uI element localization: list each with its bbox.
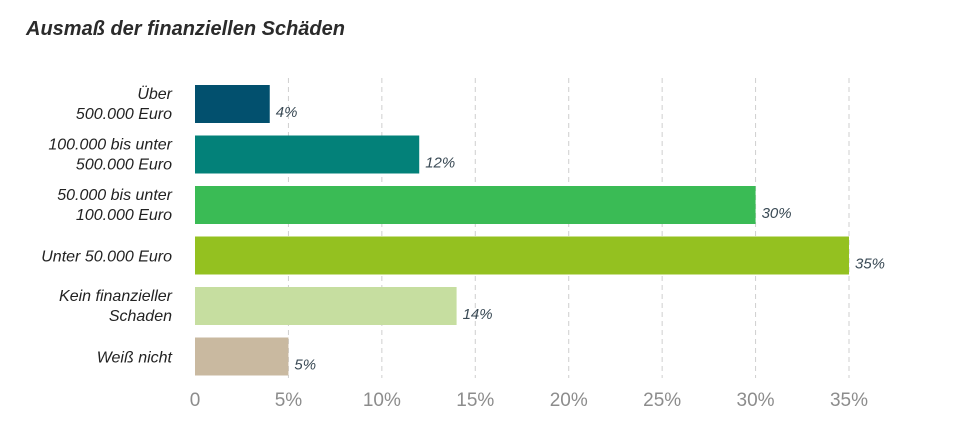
bar xyxy=(195,337,289,376)
bar xyxy=(195,287,457,325)
chart-title: Ausmaß der finanziellen Schäden xyxy=(26,18,345,40)
category-labels: Über 500.000 Euro 100.000 bis unter 500.000… xyxy=(41,85,172,367)
x-tick-label: 20% xyxy=(550,390,588,411)
x-tick-label: 25% xyxy=(643,390,681,411)
bar xyxy=(195,135,420,174)
x-tick-label: 5% xyxy=(275,390,303,411)
bar-value-label: 4% xyxy=(276,104,298,121)
category-label: Weiß nicht xyxy=(97,350,173,367)
bar xyxy=(195,236,849,275)
category-label: 50.000 bis unter 100.000 Euro xyxy=(57,187,172,224)
x-tick-label: 35% xyxy=(830,390,868,411)
x-axis-ticks: 0 5% 10% 15% 20% 25% 30% 35% xyxy=(190,390,868,411)
bar-value-label: 35% xyxy=(855,256,885,273)
category-label: Über 500.000 Euro xyxy=(76,85,173,123)
value-labels: 4% 12% 30% 35% 14% 5% xyxy=(276,104,885,374)
x-tick-label: 10% xyxy=(363,390,401,411)
x-tick-label: 0 xyxy=(190,390,201,411)
bar-value-label: 30% xyxy=(762,205,792,222)
bar xyxy=(195,85,270,123)
bar-value-label: 14% xyxy=(463,306,493,323)
bars xyxy=(195,85,849,376)
category-label: Kein finanzieller Schaden xyxy=(59,288,173,325)
category-label: 100.000 bis unter 500.000 Euro xyxy=(48,137,172,174)
category-label: Unter 50.000 Euro xyxy=(41,249,172,266)
x-tick-label: 30% xyxy=(737,390,775,411)
bar-value-label: 12% xyxy=(425,155,455,172)
x-tick-label: 15% xyxy=(456,390,494,411)
grid-lines xyxy=(287,78,850,378)
bar xyxy=(195,186,756,224)
bar-value-label: 5% xyxy=(294,357,316,374)
